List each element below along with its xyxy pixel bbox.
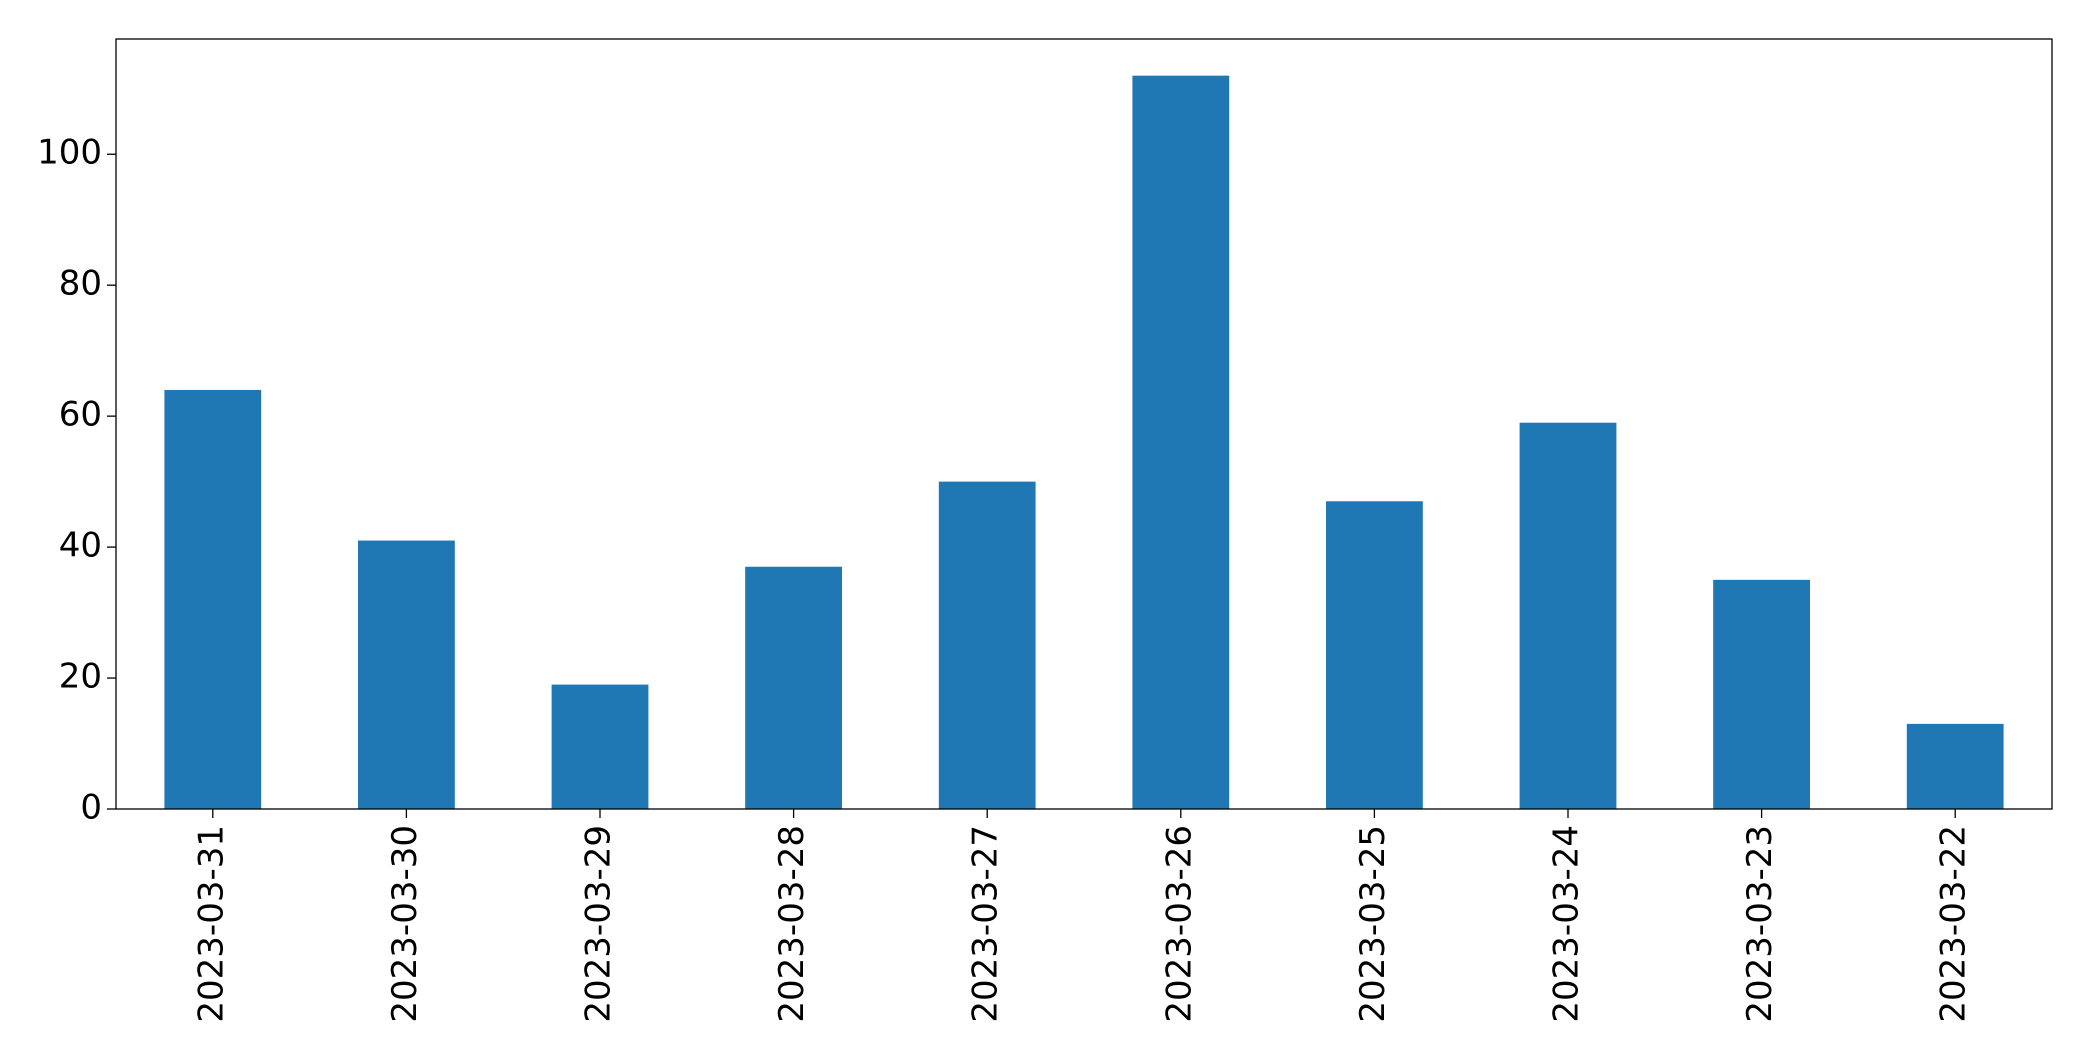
bar: [551, 684, 649, 809]
x-tick-label: 2023-03-28: [772, 825, 812, 1023]
x-tick-label: 2023-03-24: [1547, 825, 1587, 1023]
y-tick-label: 80: [59, 264, 102, 304]
x-tick-label: 2023-03-26: [1159, 825, 1199, 1023]
bar: [745, 566, 842, 809]
bar: [1906, 723, 2004, 809]
y-tick-label: 40: [59, 526, 102, 566]
x-tick-label: 2023-03-31: [191, 825, 231, 1023]
bar: [1326, 501, 1423, 809]
x-tick-label: 2023-03-30: [385, 825, 425, 1023]
x-tick-label: 2023-03-29: [579, 825, 619, 1023]
bar: [1132, 75, 1230, 809]
y-tick-label: 60: [59, 395, 102, 435]
x-tick-label: 2023-03-25: [1353, 825, 1393, 1023]
y-tick-label: 100: [37, 133, 102, 173]
bar: [1713, 579, 1810, 809]
bar: [938, 481, 1036, 809]
bar: [1519, 422, 1617, 809]
x-tick-label: 2023-03-27: [966, 825, 1006, 1023]
y-tick-label: 20: [59, 657, 102, 697]
y-tick-label: 0: [80, 788, 102, 828]
bar: [164, 389, 262, 809]
x-tick-label: 2023-03-23: [1740, 825, 1780, 1023]
plot-frame: [115, 38, 2053, 810]
x-tick-label: 2023-03-22: [1934, 825, 1974, 1023]
bar: [358, 540, 455, 809]
